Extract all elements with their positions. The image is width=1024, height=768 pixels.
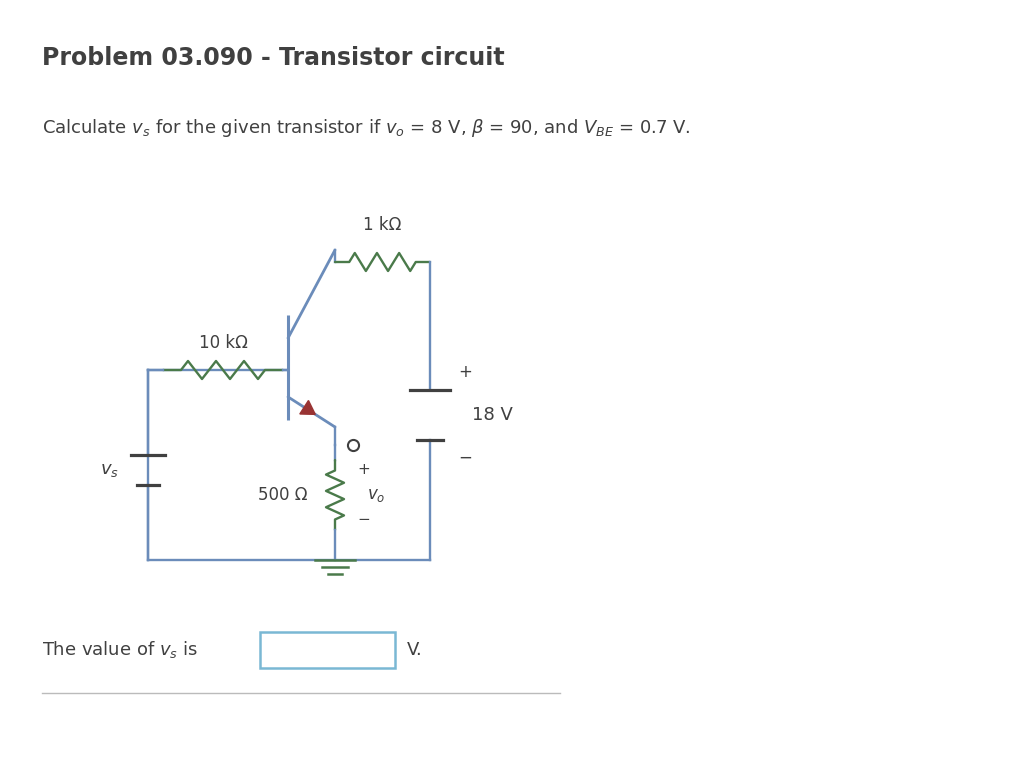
Text: 500 Ω: 500 Ω [258,486,308,504]
FancyBboxPatch shape [260,632,395,668]
Text: $v_o$: $v_o$ [367,486,385,504]
Text: +: + [458,363,472,381]
Text: 1 kΩ: 1 kΩ [364,216,401,234]
Text: Problem 03.090 - Transistor circuit: Problem 03.090 - Transistor circuit [42,46,505,70]
Text: $v_s$: $v_s$ [99,461,119,479]
Text: Calculate $v_s$ for the given transistor if $v_o$ = 8 V, $\beta$ = 90, and $V_{B: Calculate $v_s$ for the given transistor… [42,117,690,139]
Text: The value of $v_s$ is: The value of $v_s$ is [42,640,198,660]
Text: +: + [357,462,370,478]
Text: 18 V: 18 V [472,406,513,424]
Text: −: − [458,449,472,467]
Text: 10 kΩ: 10 kΩ [199,334,248,352]
Polygon shape [300,400,315,415]
Text: −: − [357,512,370,528]
Text: V.: V. [407,641,423,659]
